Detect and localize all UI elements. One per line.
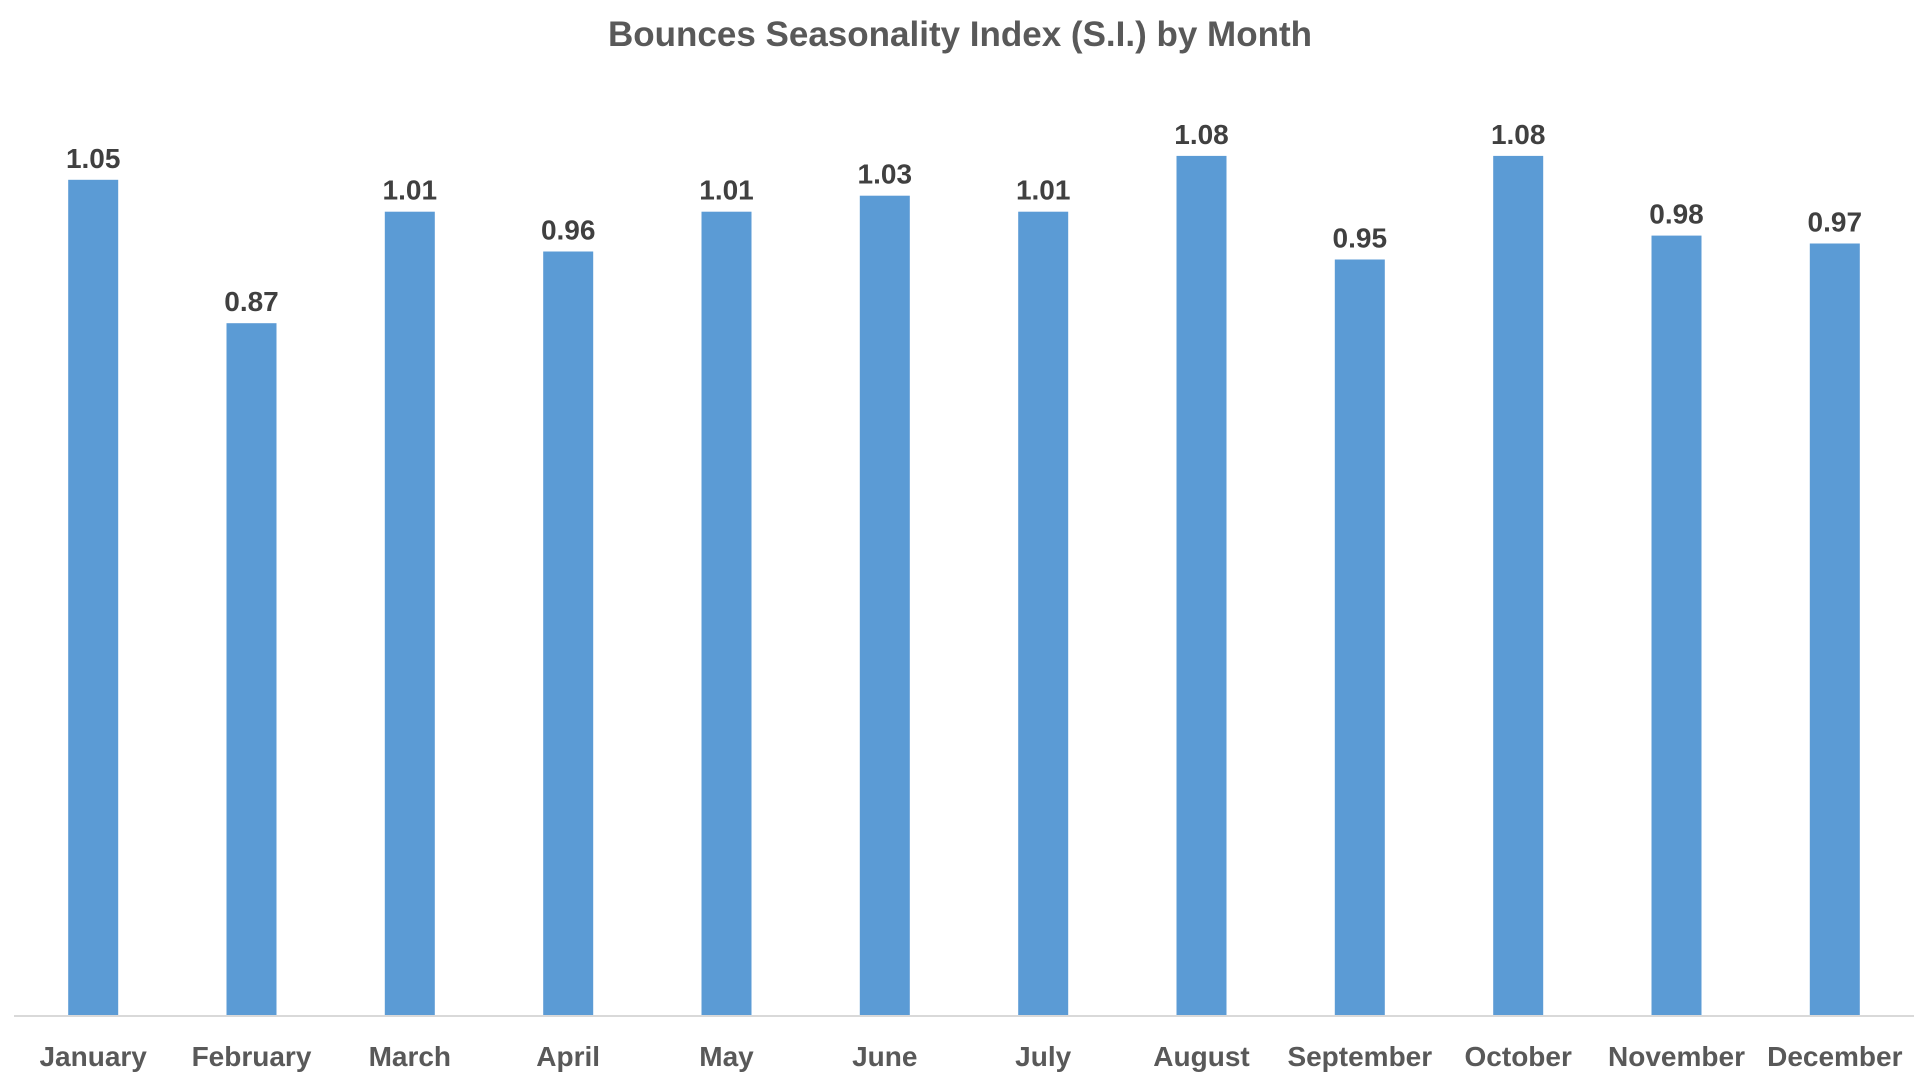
value-label-april: 0.96 (541, 215, 596, 246)
value-label-may: 1.01 (699, 175, 754, 206)
x-tick-label-october: October (1465, 1041, 1572, 1072)
x-tick-label-september: September (1287, 1041, 1432, 1072)
bar-november (1651, 235, 1702, 1017)
bar-december (1809, 243, 1860, 1016)
value-label-february: 0.87 (224, 286, 279, 317)
value-label-october: 1.08 (1491, 119, 1546, 150)
bar-february (226, 323, 277, 1016)
bar-may (701, 211, 752, 1016)
value-labels-group: 1.05 0.87 1.01 0.96 1.01 1.03 1.01 1.08 0.95 1.08… (66, 119, 1862, 317)
x-tick-label-february: February (192, 1041, 312, 1072)
x-tick-label-april: April (536, 1041, 600, 1072)
bar-april (543, 251, 594, 1016)
value-label-july: 1.01 (1016, 175, 1071, 206)
bar-june (859, 195, 910, 1016)
value-label-january: 1.05 (66, 143, 121, 174)
x-tick-label-december: December (1767, 1041, 1903, 1072)
x-tick-label-march: March (369, 1041, 451, 1072)
bar-july (1018, 211, 1069, 1016)
x-tick-label-january: January (39, 1041, 147, 1072)
x-tick-label-june: June (852, 1041, 917, 1072)
value-label-november: 0.98 (1649, 199, 1704, 230)
value-label-september: 0.95 (1333, 223, 1388, 254)
value-label-march: 1.01 (383, 175, 438, 206)
x-tick-label-november: November (1608, 1041, 1745, 1072)
bars-group (68, 155, 1860, 1017)
bar-october (1493, 155, 1544, 1016)
chart-title: Bounces Seasonality Index (S.I.) by Mont… (608, 15, 1312, 54)
value-label-june: 1.03 (858, 159, 913, 190)
bar-march (384, 211, 435, 1016)
x-tick-labels-group: January February March April May June July Augu… (39, 1041, 1902, 1072)
x-tick-label-august: August (1153, 1041, 1249, 1072)
x-tick-label-july: July (1015, 1041, 1071, 1072)
value-label-december: 0.97 (1808, 207, 1863, 238)
bar-august (1176, 155, 1227, 1016)
bar-january (68, 179, 119, 1017)
bar-september (1334, 259, 1385, 1016)
value-label-august: 1.08 (1174, 119, 1229, 150)
x-tick-label-may: May (699, 1041, 754, 1072)
